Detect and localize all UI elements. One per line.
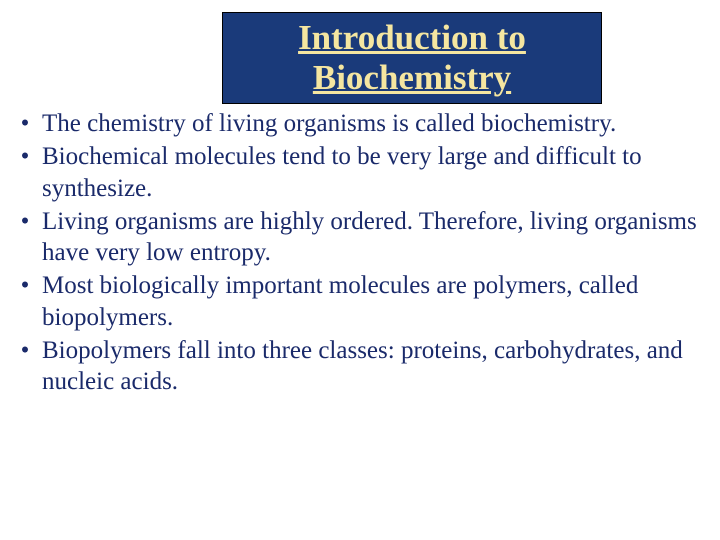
bullet-text: Living organisms are highly ordered. The… (42, 206, 702, 269)
slide-title: Introduction to Biochemistry (298, 18, 526, 99)
list-item: • Biochemical molecules tend to be very … (18, 141, 702, 204)
bullet-text: The chemistry of living organisms is cal… (42, 108, 616, 139)
bullet-text: Biochemical molecules tend to be very la… (42, 141, 702, 204)
bullet-icon: • (18, 141, 32, 172)
slide-title-box: Introduction to Biochemistry (222, 12, 602, 104)
title-line-2: Biochemistry (313, 58, 511, 97)
bullet-icon: • (18, 206, 32, 237)
bullet-icon: • (18, 270, 32, 301)
list-item: • The chemistry of living organisms is c… (18, 108, 702, 139)
list-item: • Biopolymers fall into three classes: p… (18, 335, 702, 398)
bullet-text: Biopolymers fall into three classes: pro… (42, 335, 702, 398)
bullet-text: Most biologically important molecules ar… (42, 270, 702, 333)
bullet-icon: • (18, 108, 32, 139)
bullet-list: • The chemistry of living organisms is c… (18, 108, 702, 399)
list-item: • Living organisms are highly ordered. T… (18, 206, 702, 269)
bullet-icon: • (18, 335, 32, 366)
title-line-1: Introduction to (298, 18, 526, 57)
list-item: • Most biologically important molecules … (18, 270, 702, 333)
